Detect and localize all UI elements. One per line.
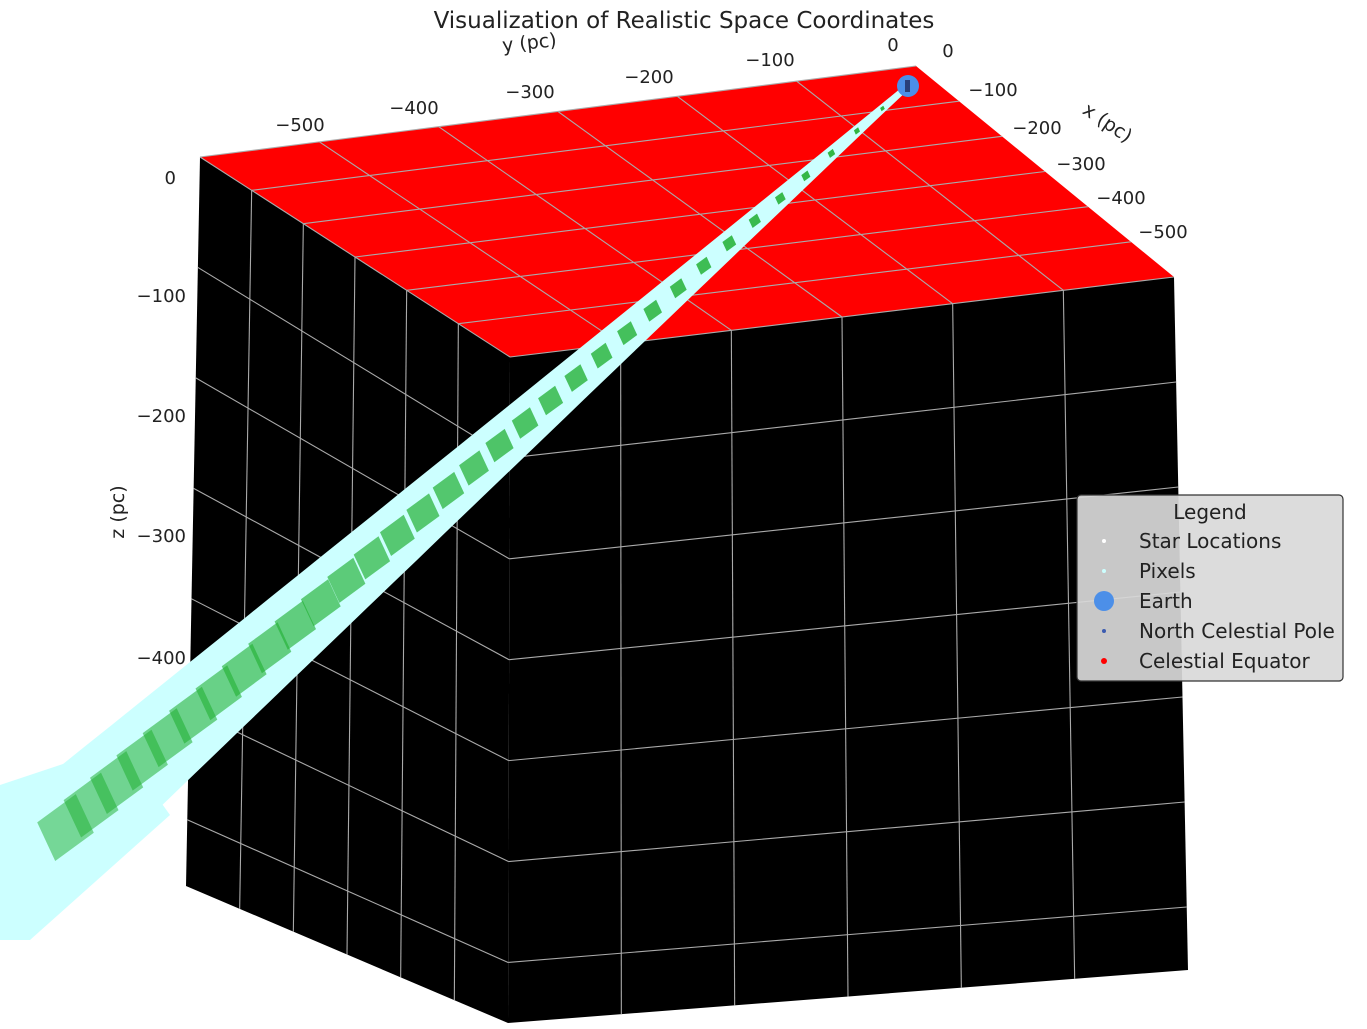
top-pane [200, 66, 1174, 357]
legend-label: Celestial Equator [1139, 649, 1310, 673]
grid-line-right-v [620, 343, 622, 1015]
grid-line-left-h [197, 266, 510, 459]
grid-line-right-v [1062, 290, 1076, 979]
cube-edge [199, 65, 917, 158]
pixel-diamond [617, 321, 638, 346]
pixel-diamond [380, 514, 415, 556]
pixel-diamond [459, 450, 489, 486]
pixel-diamond [327, 557, 366, 603]
y-tick-label: −200 [624, 67, 673, 88]
pixel-diamond [300, 579, 341, 627]
legend-marker [1094, 591, 1114, 611]
pixel-diamond [511, 407, 539, 439]
grid-line-right-h [509, 591, 1181, 661]
legend-marker [1101, 658, 1107, 664]
x-tick-label: −400 [1096, 188, 1145, 209]
pixel-diamond [696, 256, 712, 275]
north-celestial-pole-point [905, 80, 910, 92]
x-axis-label: x (pc) [1079, 99, 1137, 148]
x-tick-label: −500 [1138, 222, 1187, 243]
pixel-diamond [775, 192, 786, 205]
pixel-diamond [827, 148, 836, 158]
pixel-diamond [564, 364, 588, 392]
axis-ticks: −500 −400 −300 −200 −100 0 0 −100 −200 −300 −400 −5… [137, 35, 1188, 669]
pixel-diamond [722, 235, 737, 252]
y-tick-label: 0 [887, 35, 898, 56]
axis-panes [186, 66, 1188, 1023]
z-tick-label: −400 [137, 648, 186, 669]
legend-items: Star Locations Pixels Earth North Celestial… [1094, 529, 1335, 673]
earth-marker [897, 75, 919, 97]
pixel-diamond [880, 105, 885, 112]
legend-label: Star Locations [1139, 529, 1281, 553]
x-tick-label: −100 [968, 80, 1017, 101]
grid-line-right-v [841, 316, 849, 997]
y-axis-label: y (pc) [501, 29, 558, 57]
legend-label: North Celestial Pole [1139, 619, 1335, 643]
pixel-diamond [406, 493, 440, 533]
grid-line-right-h [509, 381, 1177, 459]
grid-line-left-v [400, 290, 408, 978]
grid-line-right-h [508, 906, 1187, 964]
legend-title: Legend [1173, 500, 1246, 524]
chart-title: Visualization of Realistic Space Coordin… [434, 8, 935, 34]
pixel-diamond [853, 127, 860, 135]
legend-marker [1102, 629, 1106, 633]
pixel-diamond [669, 278, 687, 299]
pixel-diamond [274, 600, 316, 650]
grid-line-right-h [508, 696, 1183, 762]
x-tick-label: 0 [942, 41, 953, 62]
pixel-beam [0, 83, 910, 940]
grid-line-left-v [239, 190, 253, 909]
axis-grid [187, 65, 1187, 1015]
legend-label: Earth [1139, 589, 1193, 613]
pixel-diamond [353, 536, 391, 580]
pixel-diamond [37, 794, 94, 861]
grid-line-right-v [730, 330, 736, 1006]
grid-line-top-x [458, 241, 1132, 325]
pixel-diamond [432, 471, 465, 510]
pixel-diamond [538, 385, 564, 416]
z-tick-label: −300 [137, 526, 186, 547]
y-tick-label: −300 [505, 82, 554, 103]
cube-edge [199, 156, 511, 358]
pixel-diamond [590, 342, 613, 369]
pixel-diamond [643, 299, 662, 322]
x-tick-label: −300 [1056, 154, 1105, 175]
y-tick-label: −500 [275, 115, 324, 136]
grid-line-right-v [952, 303, 962, 988]
z-axis-label: z (pc) [107, 485, 129, 538]
z-tick-label: 0 [165, 168, 176, 189]
grid-line-left-h [189, 708, 509, 863]
legend: Legend Star Locations Pixels Earth North Ce… [1076, 494, 1344, 682]
legend-marker [1102, 539, 1106, 543]
legend-label: Pixels [1139, 559, 1196, 583]
pixel-diamond [748, 213, 761, 228]
x-tick-label: −200 [1012, 118, 1061, 139]
grid-line-left-v [453, 323, 459, 1001]
z-tick-label: −100 [137, 286, 186, 307]
grid-line-left-h [187, 819, 509, 963]
grid-line-left-h [195, 377, 510, 560]
right-pane [508, 277, 1188, 1023]
grid-line-right-h [509, 486, 1179, 560]
pixel-diamond [485, 428, 514, 463]
legend-marker [1102, 569, 1106, 573]
legend-box [1076, 494, 1344, 682]
y-tick-label: −100 [745, 50, 794, 71]
y-tick-label: −400 [389, 98, 438, 119]
pixel-diamond [801, 170, 811, 182]
grid-line-right-h [508, 801, 1185, 863]
z-tick-label: −200 [137, 406, 186, 427]
